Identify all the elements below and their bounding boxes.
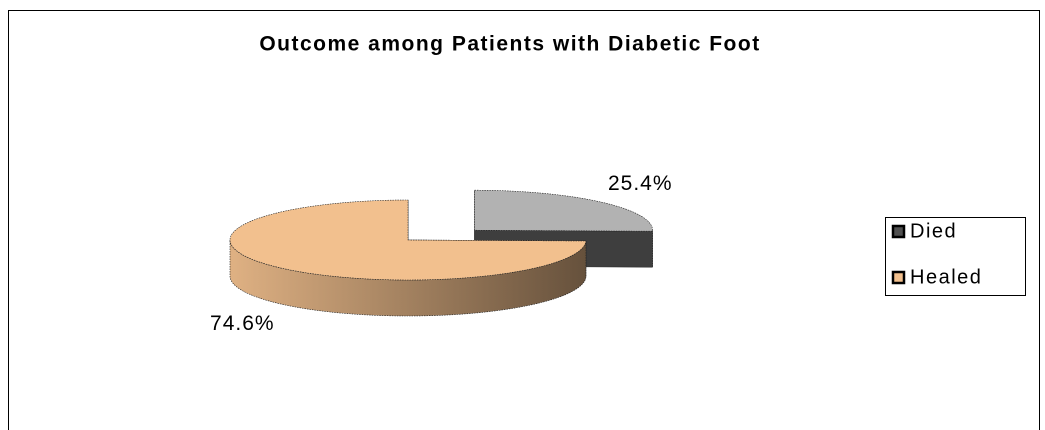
- legend-box: [885, 217, 1026, 296]
- chart-frame: [8, 10, 1040, 430]
- legend-swatch: [891, 224, 906, 239]
- chart-title: Outcome among Patients with Diabetic Foo…: [259, 33, 760, 56]
- legend-label: Died: [910, 220, 957, 242]
- slice-top: [229, 199, 587, 281]
- legend-label: Healed: [910, 266, 982, 288]
- data-label: 74.6%: [210, 312, 275, 335]
- data-label: 25.4%: [608, 172, 673, 195]
- pie-slice: [229, 199, 587, 317]
- slice-top: [474, 189, 653, 232]
- legend-swatch: [891, 270, 906, 285]
